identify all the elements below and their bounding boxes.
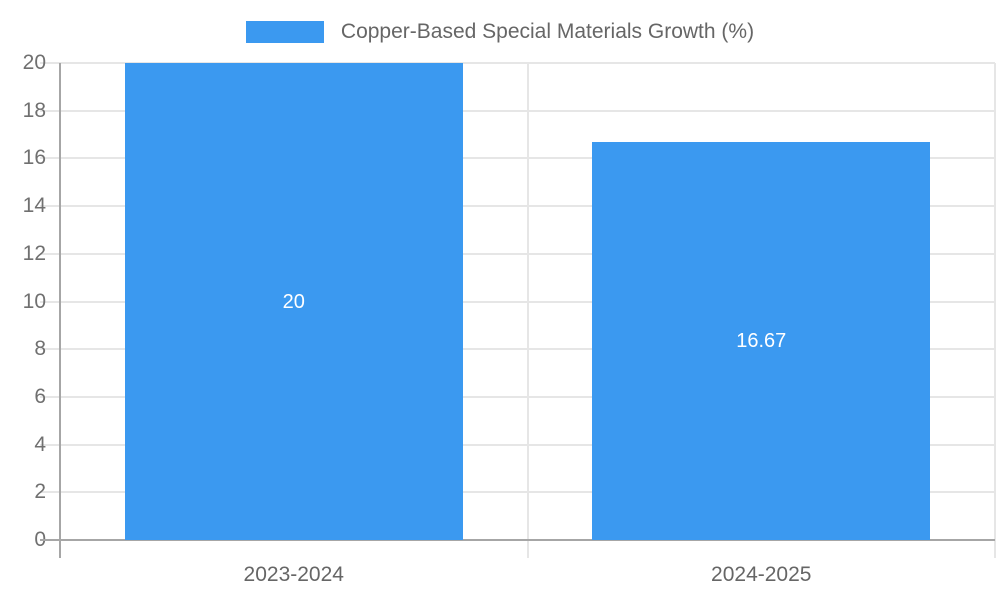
y-axis-tick xyxy=(40,491,60,494)
y-axis-tick xyxy=(40,300,60,303)
category-separator-line xyxy=(526,63,529,558)
y-tick-label: 20 xyxy=(22,51,46,74)
plot-area: 02468101214161820202023-202416.672024-20… xyxy=(23,51,996,586)
y-tick-label: 10 xyxy=(22,289,46,313)
chart-legend-item[interactable]: Copper-Based Special Materials Growth (%… xyxy=(0,0,1000,63)
x-axis-line xyxy=(40,539,995,541)
x-category-label: 2024-2025 xyxy=(711,563,812,586)
bar-value-label: 20 xyxy=(282,290,305,313)
y-tick-label: 14 xyxy=(22,194,46,218)
y-tick-label: 6 xyxy=(34,384,46,408)
y-tick-label: 16 xyxy=(22,146,46,170)
y-axis-tick xyxy=(40,157,60,160)
bar-2024-2025[interactable] xyxy=(592,142,931,540)
y-axis-tick xyxy=(40,348,60,351)
y-tick-label: 12 xyxy=(22,241,46,265)
y-tick-label: 8 xyxy=(34,337,46,361)
y-axis-tick xyxy=(40,395,60,398)
bar-2023-2024[interactable] xyxy=(124,63,463,540)
y-axis-tick xyxy=(40,62,60,64)
legend-swatch xyxy=(245,20,324,43)
y-tick-label: 2 xyxy=(34,480,46,504)
y-axis-tick xyxy=(40,109,60,112)
y-tick-label: 18 xyxy=(22,98,46,122)
y-axis-tick xyxy=(40,205,60,208)
x-category-label: 2023-2024 xyxy=(243,563,344,586)
y-tick-label: 4 xyxy=(34,432,46,456)
legend-label: Copper-Based Special Materials Growth (%… xyxy=(340,19,755,43)
bar-value-label: 16.67 xyxy=(736,330,787,353)
y-axis-line xyxy=(59,63,61,558)
y-axis-tick xyxy=(40,443,60,446)
y-axis-tick xyxy=(40,252,60,255)
category-separator-line xyxy=(994,63,996,558)
